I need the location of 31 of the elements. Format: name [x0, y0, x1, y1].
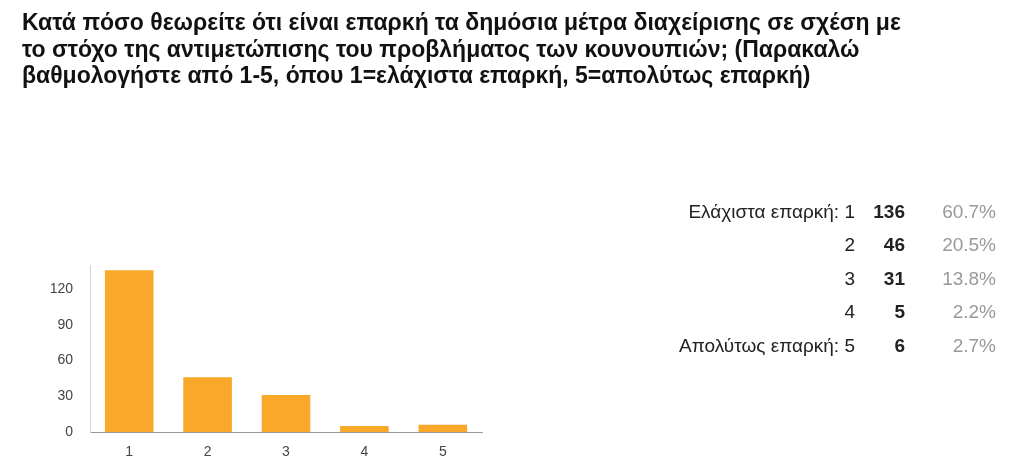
data-label: 46 [882, 234, 905, 257]
bar [104, 270, 154, 432]
x-tick-label: 5 [438, 443, 447, 460]
data-label: 13.8% [941, 267, 996, 290]
category-label: 3 [843, 267, 855, 290]
y-tick-label: 60 [57, 351, 74, 368]
bar [418, 424, 468, 432]
data-label: 136 [872, 200, 905, 223]
category-label: 4 [843, 301, 855, 324]
x-tick-label: 2 [203, 443, 212, 460]
y-tick-label: 90 [57, 315, 74, 332]
data-label: 2.7% [951, 334, 996, 357]
x-tick-label: 1 [125, 443, 134, 460]
x-tick-label: 3 [282, 443, 291, 460]
bar [183, 377, 232, 432]
y-tick-label: 30 [57, 387, 74, 404]
y-tick-label: 0 [65, 422, 74, 439]
category-label: 2 [843, 234, 855, 257]
bar [340, 426, 389, 432]
data-label: 6 [893, 334, 905, 357]
category-label: Ελάχιστα επαρκή: 1 [687, 200, 855, 223]
data-label: 31 [882, 267, 905, 290]
category-label: Απολύτως επαρκή: 5 [678, 334, 855, 357]
data-label: 5 [893, 301, 905, 324]
data-label: 20.5% [941, 234, 996, 257]
x-tick-label: 4 [360, 443, 369, 460]
data-label: 60.7% [941, 200, 996, 223]
bar [261, 395, 311, 432]
data-label: 2.2% [951, 301, 996, 324]
chart-title: Κατά πόσο θεωρείτε ότι είναι επαρκή τα δημόσια μέτρα διαχείρισης σε σχέση με το στόχο της αντιμετώπισης του προβλήματος των κουνουπιών; (Παρακαλώ βαθμολογήστε από 1-5, όπου 1=ελάχιστα επαρκή, 5=απολύτως επαρκή) [22, 9, 902, 89]
y-tick-label: 120 [49, 280, 74, 297]
